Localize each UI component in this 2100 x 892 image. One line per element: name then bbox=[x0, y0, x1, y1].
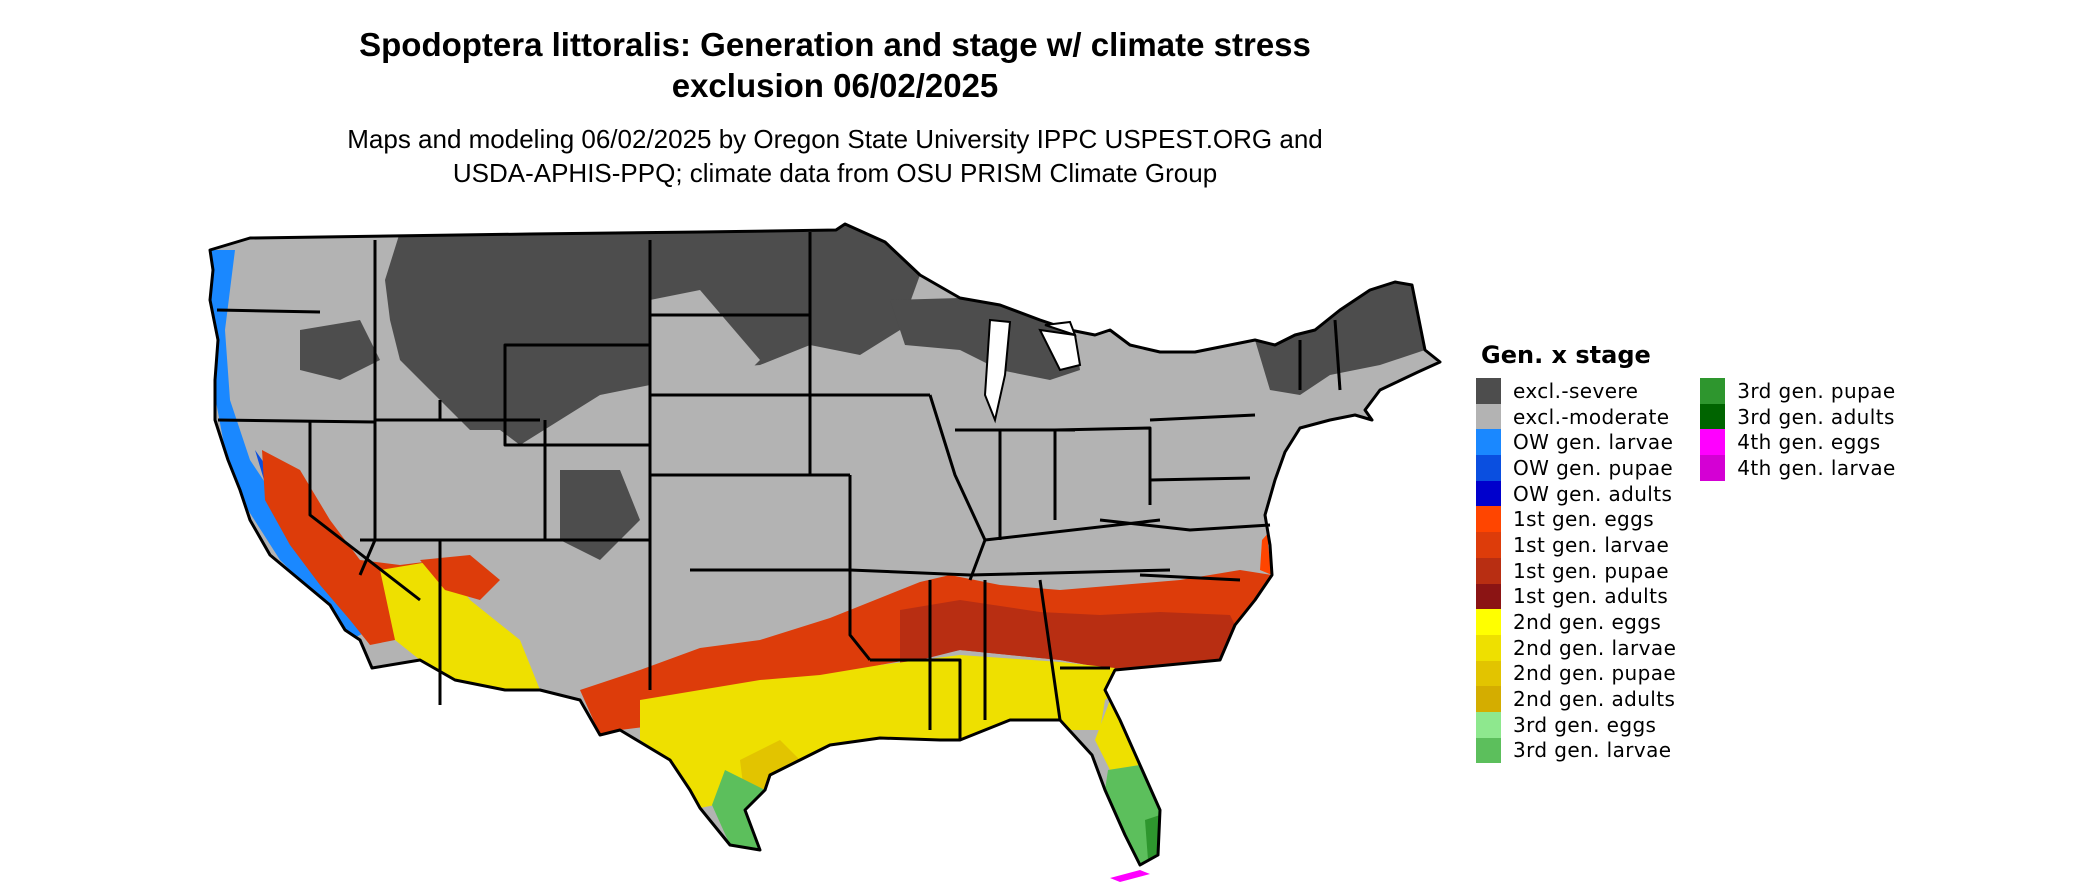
legend-swatch bbox=[1476, 711, 1501, 738]
lake-huron bbox=[1038, 328, 1082, 372]
zone-excl-severe-rockies bbox=[560, 470, 640, 560]
legend-label: OW gen. pupae bbox=[1513, 455, 1674, 480]
legend-label: 3rd gen. larvae bbox=[1513, 738, 1672, 763]
legend-item: 3rd gen. adults bbox=[1700, 403, 1895, 430]
map-title: Spodoptera littoralis: Generation and st… bbox=[220, 24, 1450, 106]
border-ca-nv bbox=[308, 422, 421, 602]
legend-label: 1st gen. adults bbox=[1513, 584, 1669, 609]
legend-swatch bbox=[1476, 557, 1501, 584]
legend-item: 2nd gen. pupae bbox=[1476, 660, 1677, 687]
legend-item: 1st gen. adults bbox=[1476, 583, 1676, 610]
us-stage-map bbox=[208, 222, 1442, 882]
legend-label: 2nd gen. larvae bbox=[1513, 635, 1677, 660]
legend-swatch bbox=[1476, 378, 1501, 404]
border-al-ga bbox=[1038, 579, 1062, 721]
legend-item: 4th gen. larvae bbox=[1700, 455, 1895, 481]
border-mo-ar-tn bbox=[849, 568, 1171, 577]
legend-label: 1st gen. eggs bbox=[1513, 507, 1655, 532]
border-ok-ar bbox=[848, 475, 872, 661]
legend-label: 2nd gen. eggs bbox=[1513, 610, 1662, 635]
lake-michigan bbox=[983, 318, 1012, 424]
border-or-ca-nv bbox=[217, 418, 376, 424]
border-va-nc bbox=[1099, 518, 1271, 532]
legend-label: OW gen. larvae bbox=[1513, 430, 1674, 455]
border-nc-sc bbox=[1139, 573, 1241, 582]
legend-swatch bbox=[1700, 403, 1726, 430]
border-ia-il-mo bbox=[928, 394, 987, 581]
state-boundaries bbox=[208, 222, 1442, 867]
legend-swatch bbox=[1476, 532, 1501, 558]
legend-swatch bbox=[1476, 429, 1501, 456]
legend-item: 4th gen. eggs bbox=[1700, 429, 1895, 456]
map-subtitle-line-2: USDA-APHIS-PPQ; climate data from OSU PR… bbox=[452, 158, 1218, 188]
border-nh-me bbox=[1333, 319, 1342, 391]
legend-swatch bbox=[1476, 403, 1501, 430]
legend-column-2: 3rd gen. pupae 3rd gen. adults 4th gen. … bbox=[1700, 378, 1895, 763]
zone-excl-severe-northwest bbox=[300, 320, 380, 380]
legend-item: OW gen. adults bbox=[1476, 480, 1676, 507]
legend-swatch bbox=[1476, 480, 1501, 507]
legend-swatch bbox=[1476, 583, 1501, 610]
lake-superior-edge bbox=[1044, 320, 1077, 337]
legend-title: Gen. x stage bbox=[1481, 341, 1651, 369]
legend-label: 2nd gen. pupae bbox=[1513, 661, 1677, 686]
legend-swatch bbox=[1476, 660, 1501, 687]
legend-item: excl.-moderate bbox=[1476, 403, 1676, 430]
zone-excl-severe-minnesota bbox=[810, 224, 920, 355]
border-pa-md bbox=[1149, 476, 1251, 482]
legend-column-1: excl.-severe excl.-moderate OW gen. larv… bbox=[1476, 378, 1677, 764]
great-lakes bbox=[983, 318, 1082, 424]
zone-excl-severe-new-england bbox=[1255, 282, 1425, 395]
legend-swatch bbox=[1476, 609, 1501, 635]
legend-item: 1st gen. larvae bbox=[1476, 532, 1676, 558]
legend-item: OW gen. larvae bbox=[1476, 429, 1676, 456]
legend-label: 3rd gen. pupae bbox=[1737, 378, 1896, 403]
us-outline bbox=[208, 222, 1442, 867]
zone-2nd-gen-larvae-southwest bbox=[380, 560, 540, 690]
map-subtitle-line-1: Maps and modeling 06/02/2025 by Oregon S… bbox=[347, 124, 1323, 154]
border-ar-la bbox=[870, 658, 962, 740]
legend-item: 2nd gen. eggs bbox=[1476, 609, 1676, 635]
zone-excl-moderate-patch bbox=[650, 290, 760, 420]
legend-item: 3rd gen. pupae bbox=[1700, 378, 1895, 404]
legend-item: 3rd gen. eggs bbox=[1476, 711, 1676, 738]
legend-item: excl.-severe bbox=[1476, 378, 1676, 404]
legend-label: OW gen. adults bbox=[1513, 481, 1673, 506]
legend-swatch bbox=[1700, 455, 1726, 481]
legend-label: 4th gen. larvae bbox=[1737, 455, 1896, 480]
legend-swatch bbox=[1700, 378, 1726, 404]
legend-item: 2nd gen. larvae bbox=[1476, 634, 1677, 661]
border-wa-or bbox=[216, 308, 321, 314]
zone-1st-gen-eggs-coast bbox=[1260, 520, 1280, 575]
legend-swatch bbox=[1476, 686, 1501, 712]
legend: Gen. x stage excl.-severe excl.-moderate… bbox=[1476, 340, 1896, 764]
legend-item: 1st gen. pupae bbox=[1476, 557, 1676, 584]
border-pa-ny bbox=[1149, 413, 1256, 422]
legend-label: 1st gen. pupae bbox=[1513, 558, 1669, 583]
legend-swatch bbox=[1476, 506, 1501, 533]
legend-item: OW gen. pupae bbox=[1476, 455, 1676, 481]
legend-item: 3rd gen. larvae bbox=[1476, 737, 1676, 764]
zone-3rd-gen-larvae-florida bbox=[1105, 765, 1160, 865]
legend-item: 2nd gen. adults bbox=[1476, 686, 1676, 712]
map-subtitle: Maps and modeling 06/02/2025 by Oregon S… bbox=[220, 122, 1450, 190]
map-title-line-1: Spodoptera littoralis: Generation and st… bbox=[359, 26, 1311, 63]
legend-label: 4th gen. eggs bbox=[1737, 430, 1881, 455]
zone-excl-severe-plains bbox=[385, 232, 810, 445]
legend-label: 3rd gen. adults bbox=[1737, 404, 1895, 429]
legend-label: 2nd gen. adults bbox=[1513, 687, 1676, 712]
legend-swatch bbox=[1700, 429, 1726, 456]
zone-2nd-gen-larvae-florida bbox=[1095, 700, 1140, 770]
zone-3rd-gen-pupae-florida bbox=[1145, 815, 1160, 860]
legend-label: 1st gen. larvae bbox=[1513, 532, 1670, 557]
legend-label: excl.-moderate bbox=[1513, 404, 1670, 429]
legend-label: excl.-severe bbox=[1513, 378, 1639, 403]
map-title-line-2: exclusion 06/02/2025 bbox=[671, 67, 999, 104]
legend-label: 3rd gen. eggs bbox=[1513, 712, 1657, 737]
legend-swatch bbox=[1476, 455, 1501, 481]
legend-swatch bbox=[1476, 737, 1501, 764]
legend-item: 1st gen. eggs bbox=[1476, 506, 1676, 533]
legend-swatch bbox=[1476, 634, 1501, 661]
zone-4th-gen-eggs-keys bbox=[1110, 870, 1150, 882]
